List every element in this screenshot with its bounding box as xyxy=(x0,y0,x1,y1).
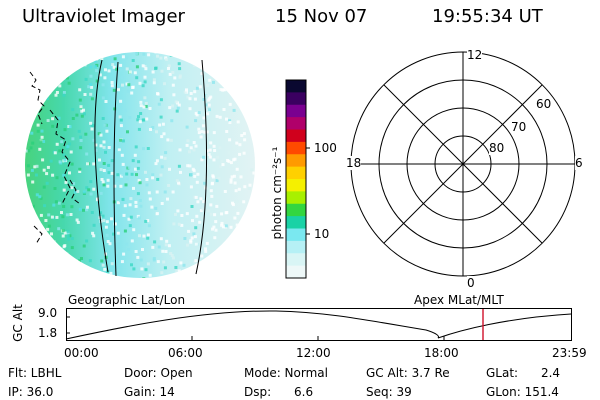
info-glon: GLon: 151.4 xyxy=(486,385,559,399)
polar-label-18: 18 xyxy=(346,156,362,170)
timeline-y-label: GC Alt xyxy=(11,304,25,342)
uv-earth-image xyxy=(25,52,255,278)
colorbar-tick-10: 10 xyxy=(314,227,330,241)
polar-grid xyxy=(350,51,576,277)
timeline-tick-1200: 12:00 xyxy=(296,346,331,360)
polar-label-0: 0 xyxy=(467,276,475,290)
info-gain: Gain: 14 xyxy=(124,385,175,399)
colorbar-label: photon cm⁻²s⁻¹ xyxy=(270,146,284,240)
color-scale-bar xyxy=(285,79,310,279)
polar-label-6: 6 xyxy=(575,156,583,170)
header-time: 19:55:34 UT xyxy=(432,6,543,27)
info-flt: Flt: LBHL xyxy=(8,366,62,380)
polar-label-12: 12 xyxy=(467,48,483,62)
timeline-y-top: 9.0 xyxy=(38,306,58,320)
polar-ring-80: 80 xyxy=(489,141,505,155)
timeline-left-title: Geographic Lat/Lon xyxy=(68,293,186,307)
timeline-right-title: Apex MLat/MLT xyxy=(414,293,504,307)
info-glat: GLat: 2.4 xyxy=(486,366,561,380)
info-door: Door: Open xyxy=(124,366,193,380)
colorbar-tick-100: 100 xyxy=(314,141,337,155)
header-date: 15 Nov 07 xyxy=(275,6,368,27)
timeline-tick-0000: 00:00 xyxy=(64,346,99,360)
timeline-y-bottom: 1.8 xyxy=(38,326,58,340)
info-mode: Mode: Normal xyxy=(244,366,328,380)
altitude-timeline xyxy=(65,308,572,341)
timeline-tick-1800: 18:00 xyxy=(424,346,459,360)
timeline-tick-0600: 06:00 xyxy=(168,346,203,360)
info-dsp: Dsp: 6.6 xyxy=(244,385,314,399)
info-ip: IP: 36.0 xyxy=(8,385,54,399)
polar-ring-70: 70 xyxy=(511,120,527,134)
polar-ring-60: 60 xyxy=(536,97,552,111)
app-title: Ultraviolet Imager xyxy=(22,6,185,27)
info-seq: Seq: 39 xyxy=(366,385,412,399)
timeline-tick-2359: 23:59 xyxy=(552,346,587,360)
info-gcalt: GC Alt: 3.7 Re xyxy=(366,366,450,380)
